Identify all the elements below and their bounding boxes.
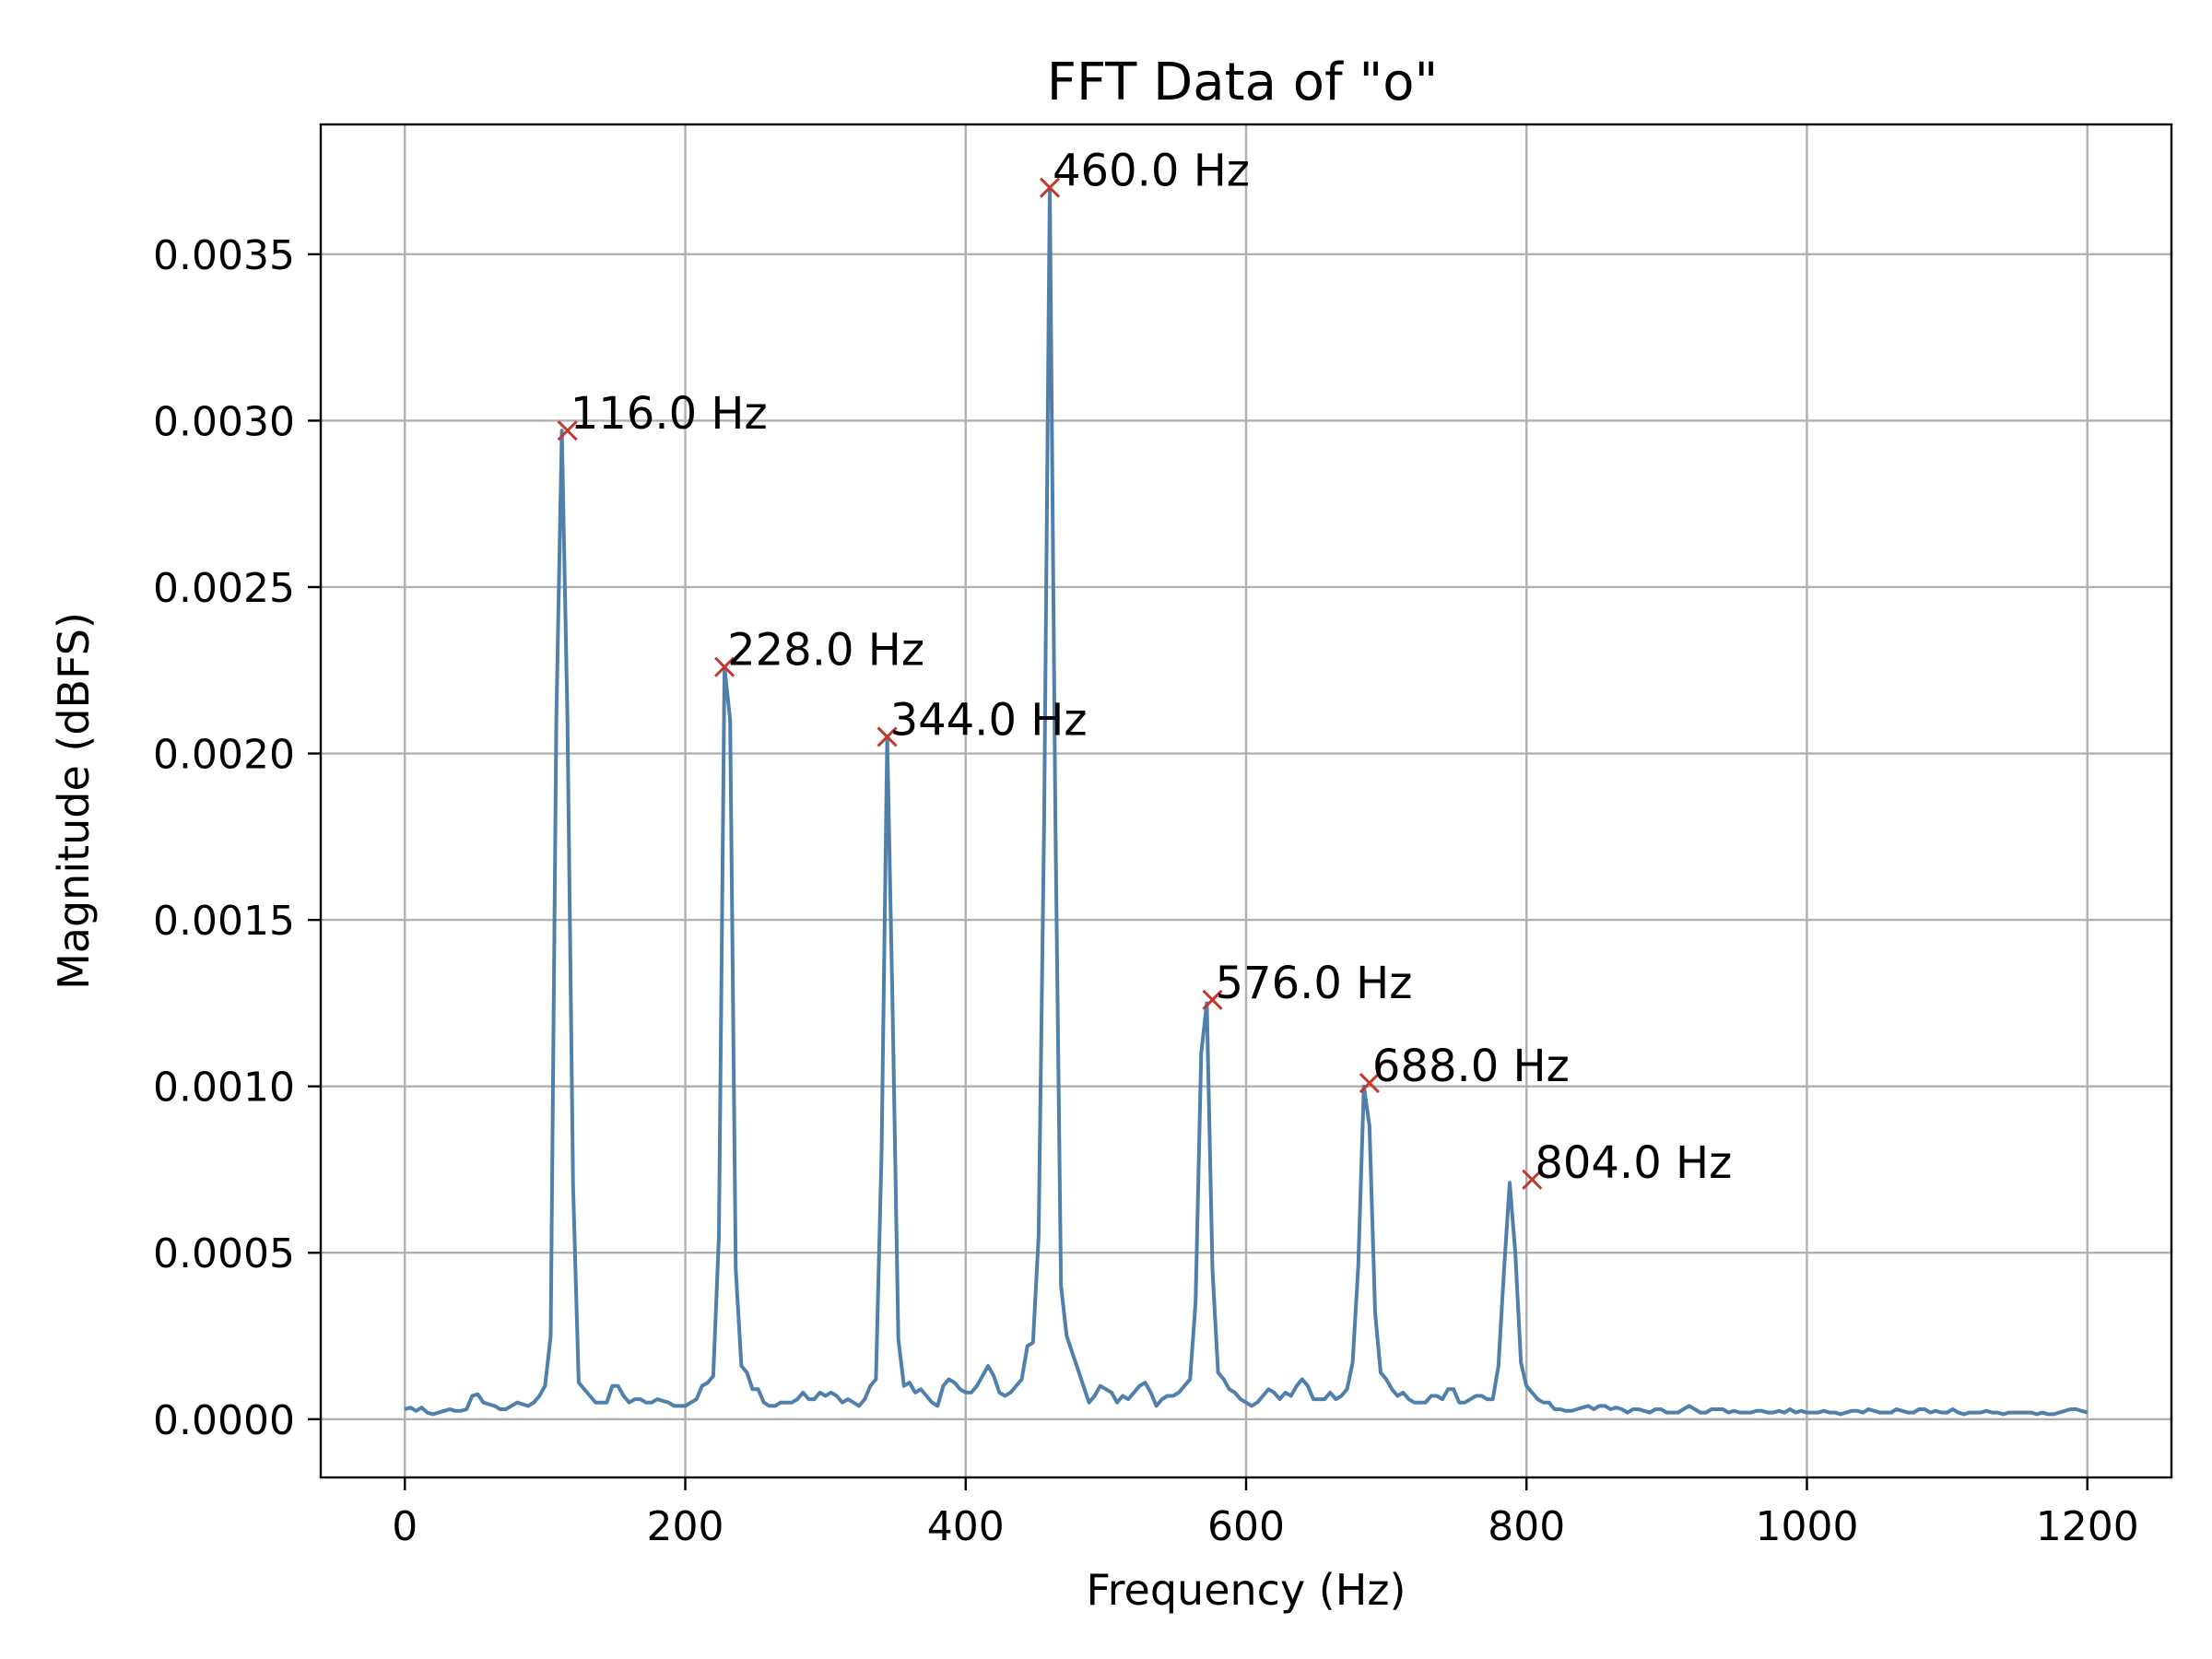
y-tick-label: 0.0015 <box>153 898 295 945</box>
peak-marker-stroke <box>557 420 578 441</box>
peak-marker-stroke <box>877 726 898 747</box>
peak-marker <box>714 656 735 677</box>
peak-marker <box>1039 177 1061 198</box>
y-tick-label: 0.0035 <box>153 232 295 279</box>
x-tick-label: 800 <box>1488 1503 1565 1550</box>
peak-marker <box>877 726 898 747</box>
x-tick-label: 1000 <box>1755 1503 1858 1550</box>
x-tick-label: 400 <box>927 1503 1005 1550</box>
peak-label: 804.0 Hz <box>1535 1137 1732 1189</box>
peak-marker-stroke <box>1039 177 1061 198</box>
y-tick-label: 0.0025 <box>153 565 295 612</box>
y-tick-label: 0.0020 <box>153 732 295 779</box>
y-tick-label: 0.0010 <box>153 1065 295 1112</box>
chart-title: FFT Data of "o" <box>1047 53 1439 112</box>
peak-marker <box>1359 1072 1380 1094</box>
peak-label: 344.0 Hz <box>890 694 1088 746</box>
x-axis-label: Frequency (Hz) <box>1087 1565 1406 1615</box>
y-tick-label: 0.0030 <box>153 398 295 445</box>
x-axis-ticks: 0 200 400 600 800 1000 1200 <box>392 1477 2139 1550</box>
x-tick-label: 600 <box>1207 1503 1285 1550</box>
peak-label: 228.0 Hz <box>727 625 924 677</box>
x-tick-label: 200 <box>647 1503 724 1550</box>
x-tick-label: 0 <box>392 1503 418 1550</box>
series-line <box>404 185 2088 1417</box>
y-tick-label: 0.0005 <box>153 1230 295 1277</box>
y-tick-label: 0.0000 <box>153 1397 295 1444</box>
peak-markers: 116.0 Hz 228.0 Hz 344.0 Hz 460.0 Hz 576.0 Hz… <box>557 146 1732 1190</box>
peak-label: 460.0 Hz <box>1053 146 1250 197</box>
peak-label: 688.0 Hz <box>1372 1041 1570 1092</box>
peak-marker <box>1522 1169 1543 1190</box>
peak-marker-stroke <box>1522 1169 1543 1190</box>
peak-marker <box>557 420 578 441</box>
plot-frame <box>319 123 2173 1479</box>
grid <box>321 124 2171 1477</box>
peak-marker-stroke <box>1202 989 1223 1010</box>
y-axis-ticks: 0.0000 0.0005 0.0010 0.0015 0.0020 0.0025 0.00… <box>153 232 321 1444</box>
peak-marker-stroke <box>714 656 735 677</box>
y-axis-label: Magnitude (dBFS) <box>49 612 99 990</box>
peak-marker <box>1202 989 1223 1010</box>
peak-label: 116.0 Hz <box>571 388 768 440</box>
x-tick-label: 1200 <box>2036 1503 2139 1550</box>
peak-marker-stroke <box>1359 1072 1380 1094</box>
peak-label: 576.0 Hz <box>1215 958 1412 1009</box>
